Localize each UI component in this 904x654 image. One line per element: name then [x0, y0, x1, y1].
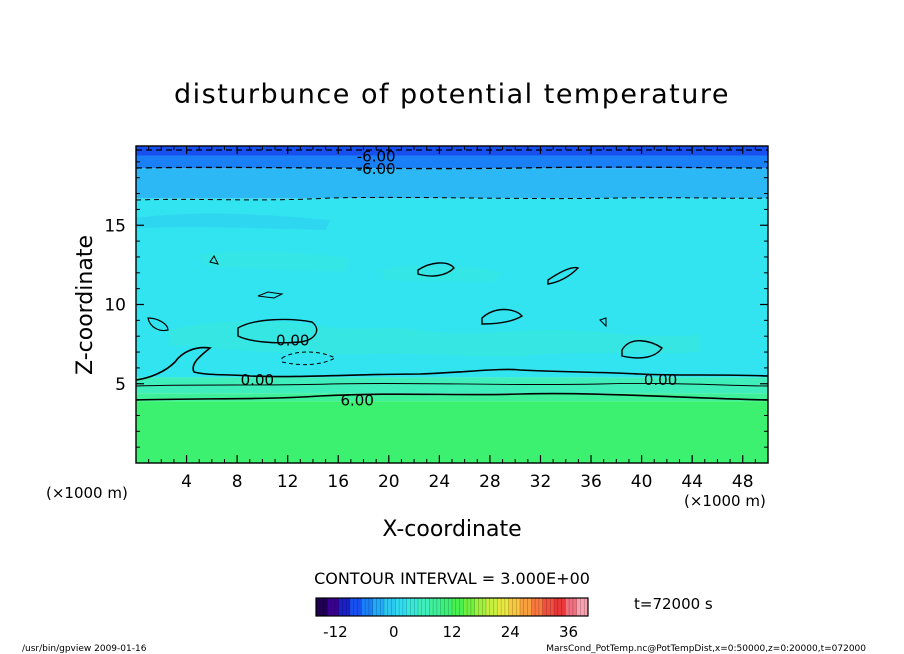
band--3 [136, 168, 768, 199]
colorbar-swatch [531, 598, 544, 616]
colorbar-swatch [452, 598, 464, 616]
colorbar-tick-label: -12 [323, 623, 348, 641]
colorbar-swatch [520, 598, 532, 616]
contour-label: 0.00 [276, 331, 309, 349]
colorbar-swatch [361, 598, 374, 616]
x-tick-label: 8 [232, 472, 243, 492]
y-tick-label: 10 [104, 296, 126, 316]
light-patch [380, 265, 500, 282]
x-axis-title: X-coordinate [382, 517, 521, 542]
x-tick-label: 28 [479, 472, 501, 492]
x-unit-right-label: (×1000 m) [684, 492, 766, 510]
band-6 [136, 393, 768, 402]
colorbar-swatch [338, 598, 351, 616]
colorbar-swatch [576, 598, 589, 616]
light-patch [170, 321, 700, 357]
contour-interval-label: CONTOUR INTERVAL = 3.000E+00 [314, 569, 590, 588]
contour-lines [136, 149, 768, 401]
y-axis-title: Z-coordinate [73, 235, 98, 375]
colorbar-swatch [316, 598, 328, 616]
colorbar-swatch [463, 598, 476, 616]
colorbar-tick-label: 24 [501, 623, 520, 641]
colorbar-swatch [384, 598, 396, 616]
colorbar-swatch [474, 598, 487, 616]
colorbar-swatch [565, 598, 578, 616]
y-axis-ticks: 5 10 15 [104, 161, 768, 448]
footer-right: MarsCond_PotTemp.nc@PotTempDist,x=0:5000… [546, 644, 866, 654]
colorbar-swatch [327, 598, 340, 616]
x-tick-label: 48 [732, 472, 754, 492]
chart-title: disturbunce of potential temperature [174, 79, 730, 110]
colorbar-swatch [486, 598, 498, 616]
colorbar-tick-label: 0 [389, 623, 399, 641]
colorbar-frame [315, 597, 589, 617]
x-tick-label: 20 [378, 472, 400, 492]
colorbar-swatch [440, 598, 453, 616]
x-tick-label: 24 [429, 472, 451, 492]
x-tick-label: 4 [181, 472, 192, 492]
band--6 [136, 155, 768, 169]
x-axis-ticks: 4 8 12 16 20 24 28 32 36 40 44 48 [148, 146, 756, 492]
filled-contour-bands [136, 146, 768, 463]
colorbar-tick-label: 36 [559, 623, 578, 641]
colorbar-swatch [497, 598, 510, 616]
x-tick-label: 12 [277, 472, 299, 492]
colorbar-tick-label: 12 [442, 623, 461, 641]
colorbar-ticks: -12 0 12 24 36 [323, 623, 578, 641]
contour-label: 6.00 [340, 392, 373, 410]
x-tick-label: 32 [530, 472, 552, 492]
time-label: t=72000 s [634, 595, 713, 613]
x-tick-label: 16 [327, 472, 349, 492]
colorbar-swatch [406, 598, 419, 616]
y-tick-label: 5 [115, 375, 126, 395]
contour-label: -6.00 [357, 160, 396, 178]
contour-label: 0.00 [241, 371, 274, 389]
colorbar [315, 597, 589, 617]
contour-label: -6.00 [357, 148, 396, 166]
footer-left: /usr/bin/gpview 2009-01-16 [22, 644, 147, 654]
colorbar-swatch [395, 598, 408, 616]
band-9 [136, 401, 768, 463]
colorbar-swatch [429, 598, 442, 616]
contour-label: 0.00 [644, 371, 677, 389]
contour-labels: -6.00-6.00 0.00 0.00 0.00 6.00 [241, 148, 678, 410]
band-3 [136, 377, 768, 394]
x-tick-label: 36 [580, 472, 602, 492]
x-unit-left-label: (×1000 m) [46, 484, 128, 502]
light-patch [200, 251, 350, 272]
colorbar-swatch [554, 598, 566, 616]
colorbar-swatch [350, 598, 362, 616]
colorbar-swatch [508, 598, 521, 616]
y-tick-label: 15 [104, 216, 126, 236]
band--9 [136, 146, 768, 156]
x-tick-label: 44 [681, 472, 703, 492]
colorbar-swatch [418, 598, 430, 616]
darker-patch [136, 213, 330, 230]
x-tick-label: 40 [631, 472, 653, 492]
colorbar-swatch [542, 598, 555, 616]
colorbar-swatch [372, 598, 385, 616]
